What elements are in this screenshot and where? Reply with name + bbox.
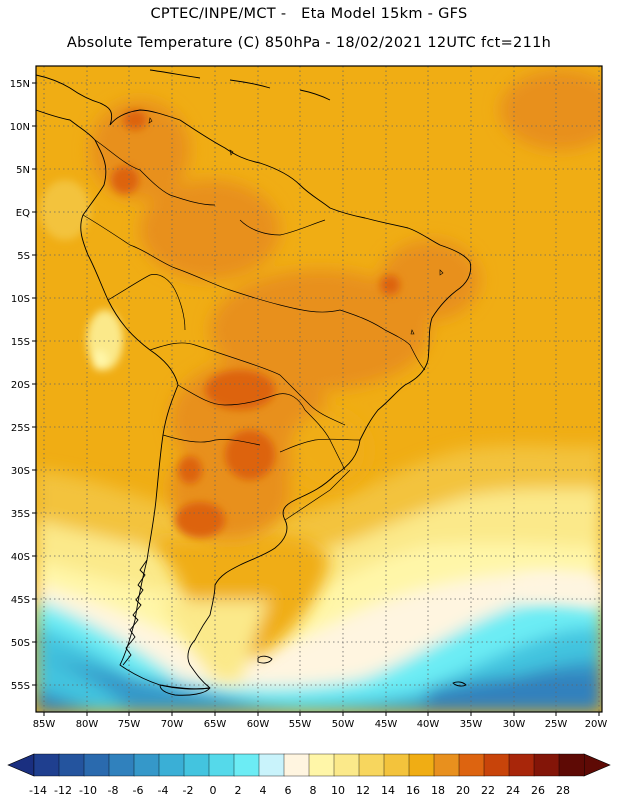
colorbar-cell <box>33 753 60 777</box>
colorbar-cell <box>133 753 160 777</box>
lon-label: 85W <box>33 719 56 730</box>
colorbar-label: -6 <box>133 784 144 797</box>
coastline <box>36 69 472 696</box>
colorbar-label: -14 <box>29 784 47 797</box>
colorbar-label: 18 <box>431 784 445 797</box>
lat-label: 30S <box>11 466 30 477</box>
colorbar-label: 22 <box>481 784 495 797</box>
colorbar-cell <box>58 753 85 777</box>
map-title-line1: CPTEC/INPE/MCT - Eta Model 15km - GFS <box>150 6 468 22</box>
colorbar-label: 10 <box>331 784 345 797</box>
colorbar-cell <box>233 753 260 777</box>
colorbar-cell <box>508 753 535 777</box>
colorbar-cell <box>483 753 510 777</box>
lon-label: 30W <box>503 719 526 730</box>
colorbar-cell <box>358 753 385 777</box>
colorbar-cells <box>33 753 585 777</box>
colorbar-cell <box>208 753 235 777</box>
colorbar-label: 2 <box>235 784 242 797</box>
colorbar-label: 20 <box>456 784 470 797</box>
map-title-line2: Absolute Temperature (C) 850hPa - 18/02/… <box>66 35 552 51</box>
colorbar-label: -8 <box>108 784 119 797</box>
colorbar-cell <box>333 753 360 777</box>
lat-ticks <box>32 82 36 686</box>
colorbar-left-arrow <box>7 753 35 777</box>
colorbar-cell <box>558 753 585 777</box>
map-frame <box>35 65 603 713</box>
lon-ticks <box>43 712 600 716</box>
colorbar-label: 24 <box>506 784 520 797</box>
colorbar-cell <box>433 753 460 777</box>
temperature-map: 15N 10N 5N EQ 5S 10S 15S 20S 25S 30S 35S… <box>10 65 608 730</box>
colorbar-cell <box>308 753 335 777</box>
lon-label: 50W <box>332 719 355 730</box>
colorbar-label: 16 <box>406 784 420 797</box>
colorbar-cell <box>458 753 485 777</box>
lon-label: 65W <box>204 719 227 730</box>
lat-label: 40S <box>11 552 30 563</box>
colorbar-cell <box>383 753 410 777</box>
lon-label: 55W <box>289 719 312 730</box>
colorbar-label: 6 <box>285 784 292 797</box>
colorbar-label: 4 <box>260 784 267 797</box>
lat-label: 55S <box>11 681 30 692</box>
lon-label: 40W <box>417 719 440 730</box>
lat-label: 10N <box>10 122 30 133</box>
lon-label: 25W <box>545 719 568 730</box>
lat-label: 35S <box>11 509 30 520</box>
lon-labels: 85W 80W 75W 70W 65W 60W 55W 50W 45W 40W … <box>33 719 608 730</box>
colorbar-cell <box>108 753 135 777</box>
colorbar-label: -12 <box>54 784 72 797</box>
colorbar-cell <box>158 753 185 777</box>
lat-label: 5S <box>17 251 30 262</box>
lat-label: 15N <box>10 79 30 90</box>
colorbar-label: -4 <box>158 784 169 797</box>
colorbar-label: 26 <box>531 784 545 797</box>
colorbar-cell <box>408 753 435 777</box>
lon-label: 60W <box>247 719 270 730</box>
colorbar-label: 28 <box>556 784 570 797</box>
lat-label: 45S <box>11 595 30 606</box>
colorbar-cell <box>183 753 210 777</box>
lon-label: 35W <box>460 719 483 730</box>
colorbar-cell <box>533 753 560 777</box>
colorbar-labels: -14 -12 -10 -8 -6 -4 -2 0 2 4 6 8 10 12 14 16 18 20 22 24 26… <box>29 784 570 797</box>
lat-label: 20S <box>11 380 30 391</box>
lat-label: EQ <box>16 208 30 219</box>
lon-label: 20W <box>585 719 608 730</box>
colorbar-right-arrow <box>583 753 611 777</box>
country-borders <box>82 139 426 521</box>
colorbar-label: 12 <box>356 784 370 797</box>
lat-label: 10S <box>11 294 30 305</box>
colorbar-label: 14 <box>381 784 395 797</box>
colorbar-cell <box>283 753 310 777</box>
lon-label: 70W <box>161 719 184 730</box>
lat-label: 25S <box>11 423 30 434</box>
color-legend: -14 -12 -10 -8 -6 -4 -2 0 2 4 6 8 10 12 14 16 18 20 22 24 26… <box>7 753 611 797</box>
lat-label: 50S <box>11 638 30 649</box>
colorbar-cell <box>83 753 110 777</box>
colorbar-label: -2 <box>183 784 194 797</box>
colorbar-label: 8 <box>310 784 317 797</box>
lat-label: 15S <box>11 337 30 348</box>
lon-label: 75W <box>118 719 141 730</box>
colorbar-cell <box>258 753 285 777</box>
lon-label: 80W <box>76 719 99 730</box>
lon-label: 45W <box>375 719 398 730</box>
lat-labels: 15N 10N 5N EQ 5S 10S 15S 20S 25S 30S 35S… <box>10 79 30 692</box>
colorbar-label: -10 <box>79 784 97 797</box>
lat-label: 5N <box>16 165 30 176</box>
colorbar-label: 0 <box>210 784 217 797</box>
temperature-field <box>36 66 602 712</box>
